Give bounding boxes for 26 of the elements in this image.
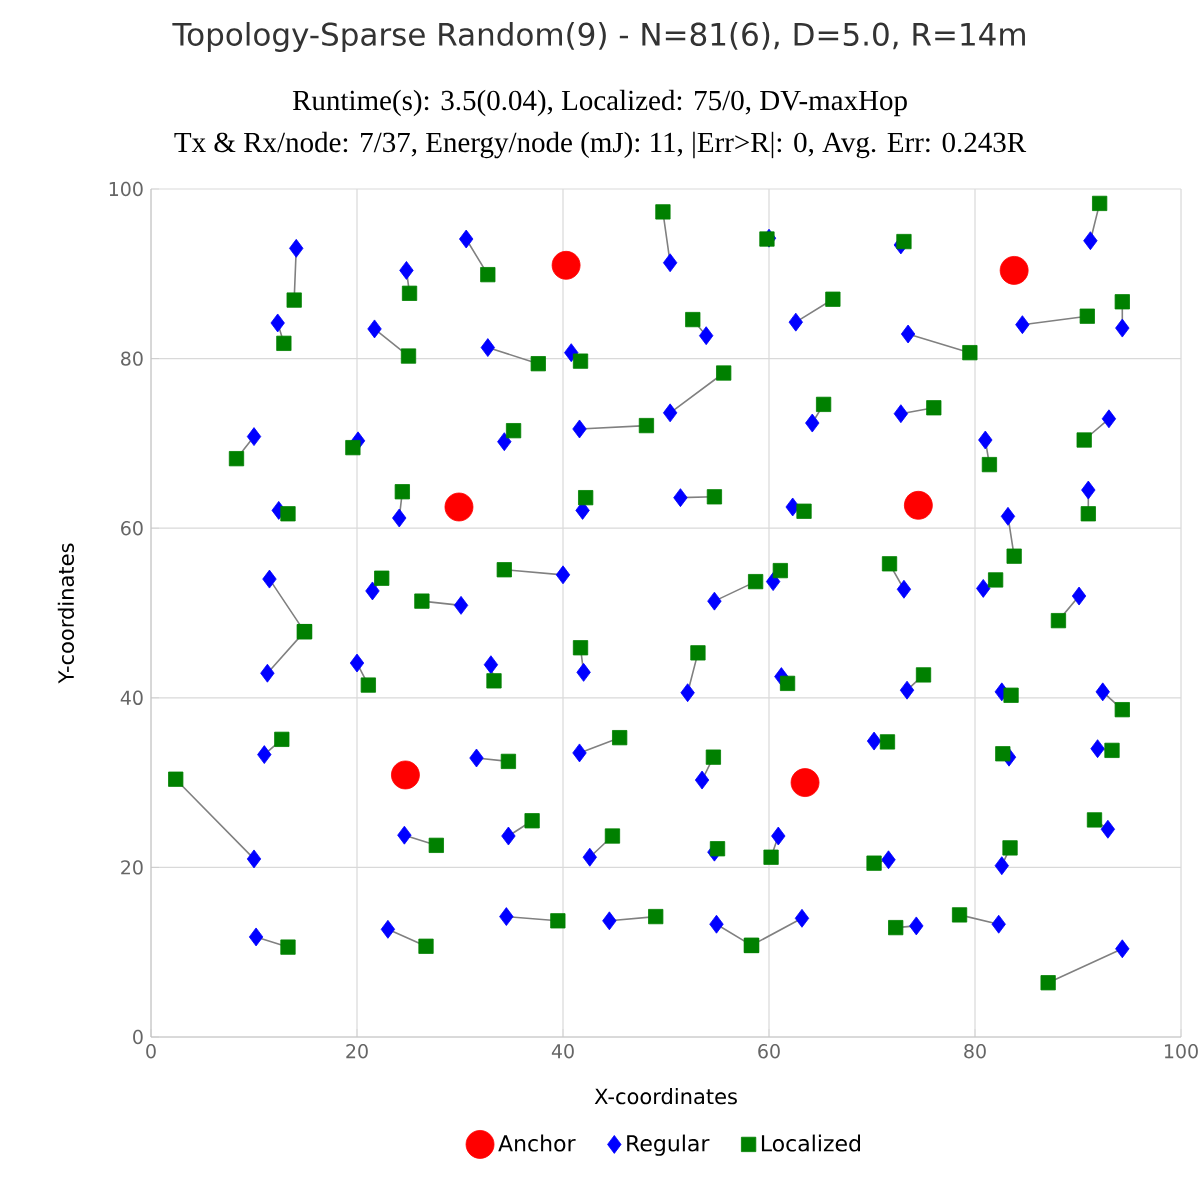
legend-label: Regular — [627, 1134, 710, 1156]
text: Runtime(s): 3.5(0.04), Localized: 75/0, DV-maxHop — [292, 89, 907, 117]
legend-label: Anchor — [498, 1134, 576, 1152]
chart-title: Topology-Sparse Random(9) - N=81(6), D=5.0, R=14m — [172, 21, 1025, 52]
y-tick-label: 60 — [121, 521, 143, 536]
point — [903, 490, 933, 520]
x-axis-title: X-coordinates — [594, 1088, 737, 1105]
y-tick-label: 0 — [133, 1029, 143, 1045]
text: Tx & Rx/node: 7/37, Energy/node (mJ): 11, |Err>R|: 0, Avg. Err: 0.243R — [174, 131, 1027, 159]
point — [999, 255, 1029, 285]
x-tick-label: 80 — [964, 1044, 986, 1059]
x-tick-label: 60 — [758, 1044, 780, 1059]
x-tick-label: 0 — [146, 1044, 156, 1059]
y-tick-label: 20 — [121, 860, 143, 875]
point — [551, 250, 581, 280]
x-tick-label: 20 — [346, 1044, 368, 1059]
y-tick-label: 40 — [120, 690, 143, 705]
point — [444, 492, 474, 522]
x-tick-label: 40 — [551, 1044, 574, 1059]
y-tick-label: 100 — [109, 181, 143, 197]
y-axis-title: Y-coordinates — [57, 543, 75, 684]
y-tick-label: 80 — [121, 351, 143, 366]
point — [790, 768, 820, 797]
x-tick-label: 100 — [1164, 1044, 1198, 1059]
legend-label: Localized — [761, 1134, 860, 1152]
point — [391, 760, 420, 790]
